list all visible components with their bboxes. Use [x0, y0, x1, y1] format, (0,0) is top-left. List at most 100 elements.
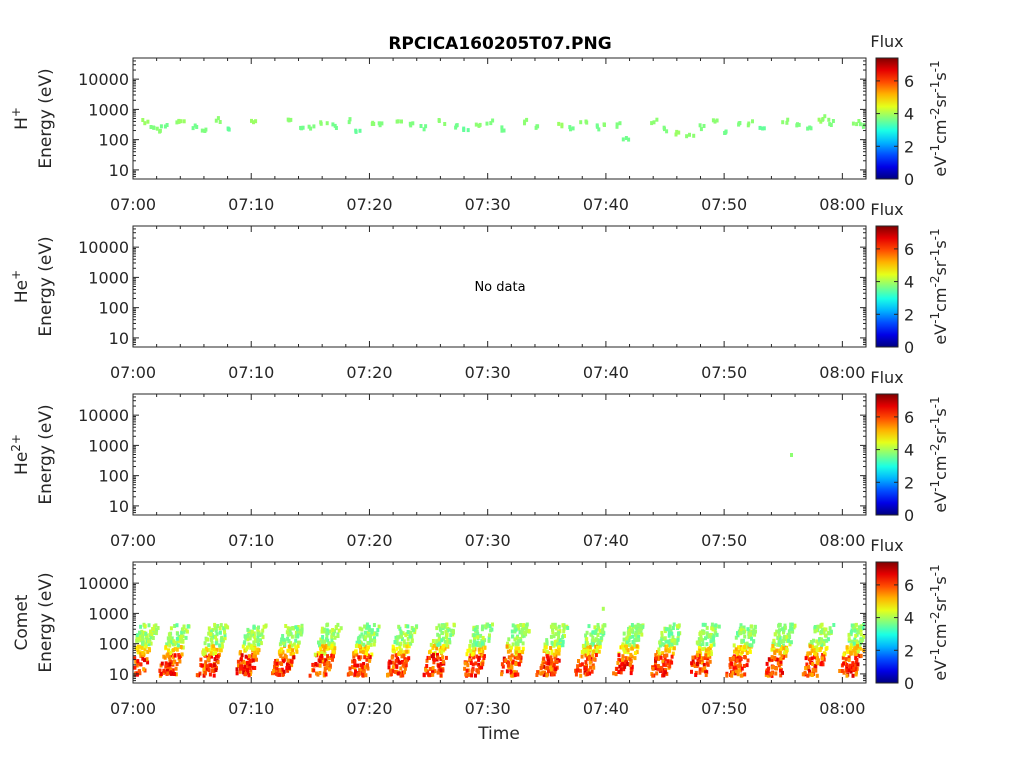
heatmap-cell: [474, 122, 478, 127]
heatmap-cell: [619, 667, 623, 672]
heatmap-cell: [134, 671, 138, 676]
heatmap-cell: [506, 641, 509, 646]
heatmap-cell: [767, 666, 770, 671]
heatmap-cell: [280, 651, 283, 656]
heatmap-cell: [170, 636, 174, 641]
heatmap-cell: [463, 666, 467, 671]
heatmap-cell: [439, 668, 443, 673]
heatmap-cell: [657, 651, 661, 656]
heatmap-cell: [261, 635, 265, 640]
heatmap-cell: [469, 639, 473, 644]
heatmap-cell: [159, 124, 163, 129]
heatmap-cell: [580, 662, 584, 667]
heatmap-cell: [280, 662, 284, 666]
heatmap-cell: [730, 673, 734, 678]
heatmap-cell: [141, 634, 145, 639]
heatmap-cell: [346, 672, 350, 677]
heatmap-cell: [372, 642, 376, 647]
heatmap-cell: [507, 637, 511, 642]
heatmap-cell: [353, 672, 357, 677]
heatmap-cell: [255, 657, 258, 662]
heatmap-cell: [784, 653, 788, 658]
heatmap-cell: [557, 624, 561, 629]
heatmap-cell: [409, 630, 413, 635]
heatmap-cell: [782, 628, 786, 633]
heatmap-cell: [207, 631, 211, 636]
heatmap-cell: [510, 645, 513, 650]
heatmap-cell: [664, 639, 668, 644]
heatmap-cell: [479, 633, 483, 638]
heatmap-cell: [257, 642, 261, 647]
heatmap-cell: [501, 664, 505, 669]
heatmap-cell: [143, 121, 147, 126]
heatmap-cell: [668, 638, 672, 643]
heatmap-cell: [780, 627, 784, 632]
heatmap-cell: [804, 656, 808, 661]
heatmap-cell: [695, 640, 699, 645]
heatmap-cell: [141, 650, 145, 655]
heatmap-cell: [431, 670, 434, 675]
heatmap-cell: [523, 630, 526, 635]
heatmap-cell: [745, 641, 749, 646]
heatmap-cell: [514, 652, 518, 657]
heatmap-cell: [210, 646, 214, 651]
heatmap-cell: [641, 624, 645, 629]
heatmap-cell: [861, 124, 865, 129]
heatmap-cell: [249, 633, 253, 638]
heatmap-cell: [729, 659, 733, 664]
heatmap-cell: [673, 639, 677, 644]
heatmap-cell: [245, 645, 249, 650]
heatmap-cell: [557, 635, 561, 639]
heatmap-cell: [753, 624, 757, 629]
heatmap-cells: [133, 606, 866, 678]
heatmap-cell: [824, 627, 828, 632]
heatmap-cell: [698, 650, 702, 655]
heatmap-cell: [193, 123, 197, 128]
x-tick-label: 07:50: [701, 363, 747, 382]
y-tick-label: 10: [109, 161, 129, 180]
heatmap-cell: [286, 117, 290, 122]
heatmap-cell: [162, 668, 166, 673]
heatmap-cell: [734, 635, 738, 640]
heatmap-cell: [677, 623, 681, 628]
heatmap-cell: [656, 666, 660, 671]
heatmap-cell: [164, 661, 168, 666]
heatmap-cell: [319, 646, 323, 651]
heatmap-cell: [704, 636, 707, 641]
heatmap-cell: [287, 639, 291, 644]
heatmap-cell: [738, 668, 742, 673]
heatmap-cell: [474, 661, 478, 666]
heatmap-cell: [660, 630, 664, 635]
heatmap-cell: [822, 651, 826, 656]
heatmap-cell: [571, 126, 575, 131]
heatmap-cell: [425, 658, 429, 663]
heatmap-cell: [514, 627, 518, 632]
heatmap-cell: [697, 645, 701, 650]
heatmap-cell: [475, 629, 479, 634]
heatmap-cell: [362, 634, 366, 639]
heatmap-cell: [248, 636, 252, 641]
heatmap-cell: [847, 668, 851, 673]
heatmap-cell: [171, 655, 175, 660]
heatmap-cell: [662, 662, 666, 667]
heatmap-cell: [284, 624, 288, 628]
heatmap-cell: [247, 630, 251, 635]
heatmap-cell: [170, 653, 173, 658]
heatmap-cell: [591, 653, 595, 658]
heatmap-cell: [285, 630, 289, 635]
heatmap-cell: [256, 647, 260, 652]
heatmap-cell: [553, 639, 557, 644]
heatmap-cell: [158, 129, 162, 134]
x-tick-label: 07:20: [346, 531, 392, 550]
heatmap-cell: [358, 634, 362, 639]
x-tick-label: 07:00: [110, 363, 156, 382]
heatmap-cell: [848, 663, 852, 668]
heatmap-cell: [181, 627, 185, 632]
heatmap-cell: [594, 630, 598, 635]
heatmap-cell: [258, 633, 262, 638]
heatmap-cell: [762, 126, 766, 131]
heatmap-cell: [404, 663, 408, 668]
heatmap-cell: [149, 629, 153, 634]
heatmap-cell: [429, 672, 433, 677]
